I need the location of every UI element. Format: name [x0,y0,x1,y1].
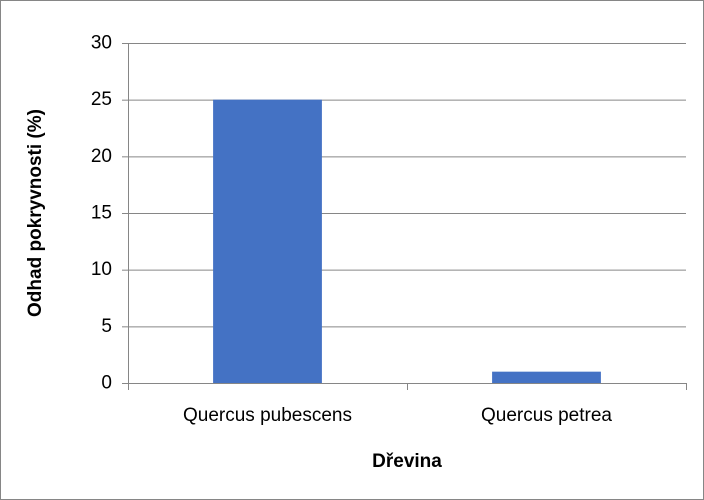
y-tick-label: 5 [101,316,112,337]
y-tick-label: 0 [101,373,112,394]
y-tick-label: 25 [91,89,112,110]
bar [213,99,322,384]
x-axis-title: Dřevina [372,451,442,472]
y-axis-title: Odhad pokryvnosti (%) [25,109,46,317]
y-tick-label: 20 [91,146,112,167]
y-tick-label: 15 [91,203,112,224]
bar [492,371,601,383]
x-tick-label: Quercus petrea [481,405,612,426]
x-tick-label: Quercus pubescens [183,405,352,426]
y-tick-label: 30 [91,33,112,54]
y-tick-label: 10 [91,259,112,280]
